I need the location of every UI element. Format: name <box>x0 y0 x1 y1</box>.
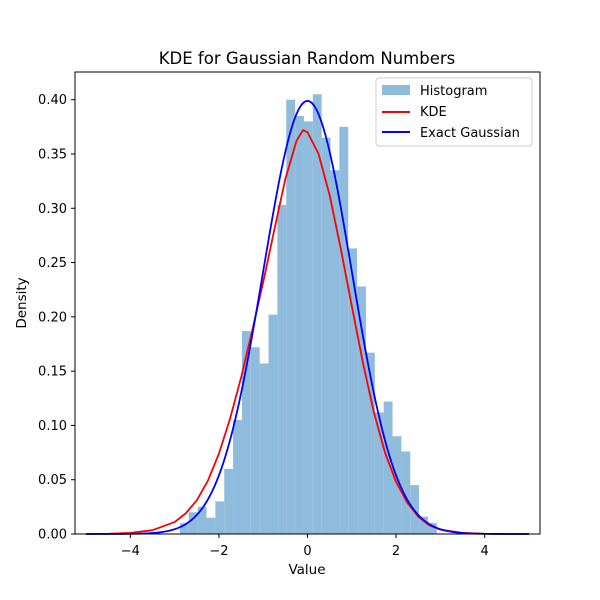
histogram-bar-25 <box>401 451 411 534</box>
exact-gaussian-line <box>86 99 529 535</box>
histogram-bar-19 <box>348 248 358 534</box>
x-axis-label: Value <box>288 562 325 578</box>
histogram-bar-23 <box>383 401 393 534</box>
y-tick-label: 0.35 <box>38 147 67 162</box>
histogram-bar-3 <box>206 517 216 534</box>
histogram-bar-10 <box>268 314 278 534</box>
legend-swatch-histogram <box>382 85 410 95</box>
histogram-bar-27 <box>419 516 428 534</box>
y-tick-label: 0.00 <box>38 528 67 543</box>
chart-title: KDE for Gaussian Random Numbers <box>159 49 456 68</box>
histogram-bar-13 <box>295 115 304 534</box>
legend-label-kde: KDE <box>420 105 447 120</box>
histogram-bar-21 <box>365 352 375 534</box>
histogram-bar-18 <box>339 126 349 534</box>
histogram-bar-28 <box>427 523 437 534</box>
legend-label-exact-gaussian: Exact Gaussian <box>420 126 520 141</box>
y-tick-label: 0.40 <box>38 93 67 108</box>
histogram-bar-2 <box>197 506 207 534</box>
y-axis-label: Density <box>14 277 30 328</box>
histogram-bar-6 <box>233 419 242 534</box>
legend: Histogram KDE Exact Gaussian <box>375 77 533 147</box>
x-tick-label: 4 <box>481 544 489 559</box>
histogram-bar-5 <box>224 468 234 534</box>
x-tick-label: −2 <box>209 544 228 559</box>
y-tick-label: 0.10 <box>38 419 67 434</box>
histogram-bar-9 <box>259 363 269 534</box>
x-tick-label: 0 <box>303 544 311 559</box>
histogram-bar-16 <box>321 137 331 535</box>
x-axis-ticks: −4 −2 0 2 4 <box>121 534 489 559</box>
histogram-bar-4 <box>215 501 225 534</box>
histogram-bar-12 <box>286 99 296 534</box>
curve-lines <box>86 99 529 535</box>
histogram-bar-0 <box>179 523 189 534</box>
histogram-bar-17 <box>330 170 340 534</box>
y-tick-label: 0.25 <box>38 256 67 271</box>
histogram-bar-14 <box>303 121 313 535</box>
histogram-bar-1 <box>188 512 198 534</box>
y-axis-ticks: 0.00 0.05 0.10 0.15 0.20 0.25 0.30 0.35 0.40 <box>38 93 75 543</box>
y-tick-label: 0.20 <box>38 310 67 325</box>
y-tick-label: 0.30 <box>38 202 67 217</box>
y-tick-label: 0.05 <box>38 473 67 488</box>
y-tick-label: 0.15 <box>38 365 67 380</box>
legend-label-histogram: Histogram <box>420 84 487 99</box>
histogram-bar-15 <box>312 94 322 535</box>
histogram-bar-20 <box>357 286 366 534</box>
histogram-bar-11 <box>277 205 287 534</box>
histogram-bar-7 <box>241 330 251 534</box>
histogram-bar-22 <box>374 412 384 534</box>
histogram-bar-8 <box>250 347 260 534</box>
legend-box <box>375 77 533 147</box>
x-tick-label: −4 <box>121 544 140 559</box>
x-tick-label: 2 <box>392 544 400 559</box>
